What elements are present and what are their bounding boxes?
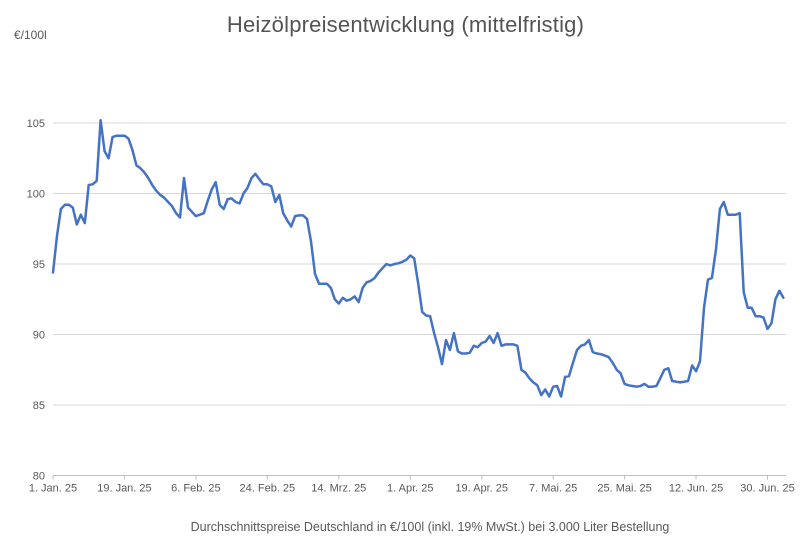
x-tick-label: 1. Jan. 25 bbox=[29, 483, 77, 495]
y-axis-unit-label: €/100l bbox=[14, 28, 47, 42]
x-tick-label: 30. Jun. 25 bbox=[740, 483, 794, 495]
x-tick-label: 14. Mrz. 25 bbox=[311, 483, 366, 495]
y-tick-label: 105 bbox=[27, 118, 45, 130]
x-tick-label: 1. Apr. 25 bbox=[387, 483, 433, 495]
y-tick-label: 80 bbox=[33, 471, 45, 483]
x-tick-label: 19. Jan. 25 bbox=[97, 483, 151, 495]
chart-subtitle: Durchschnittspreise Deutschland in €/100… bbox=[190, 520, 670, 534]
price-line bbox=[51, 118, 785, 398]
y-tick-label: 95 bbox=[33, 259, 45, 271]
x-tick-label: 6. Feb. 25 bbox=[171, 483, 221, 495]
chart-title: Heizölpreisentwicklung (mittelfristig) bbox=[226, 12, 585, 37]
x-tick-label: 19. Apr. 25 bbox=[455, 483, 508, 495]
y-tick-label: 100 bbox=[27, 189, 45, 201]
y-tick-label: 90 bbox=[33, 330, 45, 342]
x-tick-label: 7. Mai. 25 bbox=[529, 483, 577, 495]
x-tick-label: 24. Feb. 25 bbox=[240, 483, 296, 495]
y-tick-label: 85 bbox=[33, 400, 45, 412]
x-tick-label: 25. Mai. 25 bbox=[597, 483, 651, 495]
x-tick-label: 12. Jun. 25 bbox=[669, 483, 723, 495]
